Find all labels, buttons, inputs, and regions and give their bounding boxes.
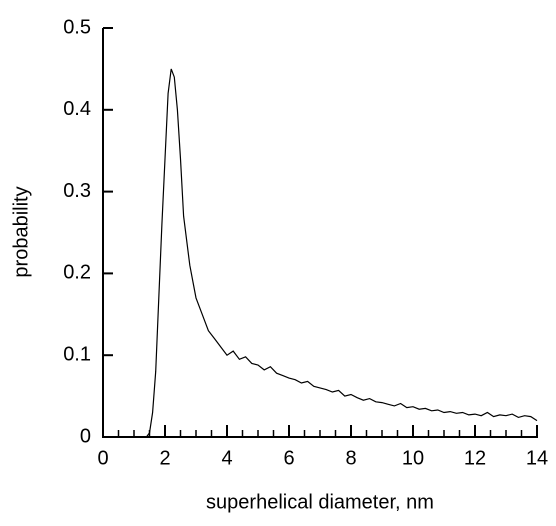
- x-axis-label: superhelical diameter, nm: [206, 491, 434, 513]
- x-tick-label: 10: [402, 447, 424, 469]
- y-tick-label: 0.3: [63, 180, 91, 202]
- x-tick-label: 8: [345, 447, 356, 469]
- x-tick-label: 2: [159, 447, 170, 469]
- y-tick-label: 0.2: [63, 262, 91, 284]
- y-tick-label: 0.5: [63, 16, 91, 38]
- x-tick-label: 6: [283, 447, 294, 469]
- x-tick-label: 0: [97, 447, 108, 469]
- x-tick-label: 12: [464, 447, 486, 469]
- y-tick-label: 0.1: [63, 343, 91, 365]
- x-tick-label: 14: [526, 447, 548, 469]
- data-line: [145, 68, 538, 438]
- y-axis-label: probability: [10, 186, 32, 277]
- y-tick-label: 0.4: [63, 98, 91, 120]
- x-tick-label: 4: [221, 447, 232, 469]
- y-tick-label: 0: [80, 425, 91, 447]
